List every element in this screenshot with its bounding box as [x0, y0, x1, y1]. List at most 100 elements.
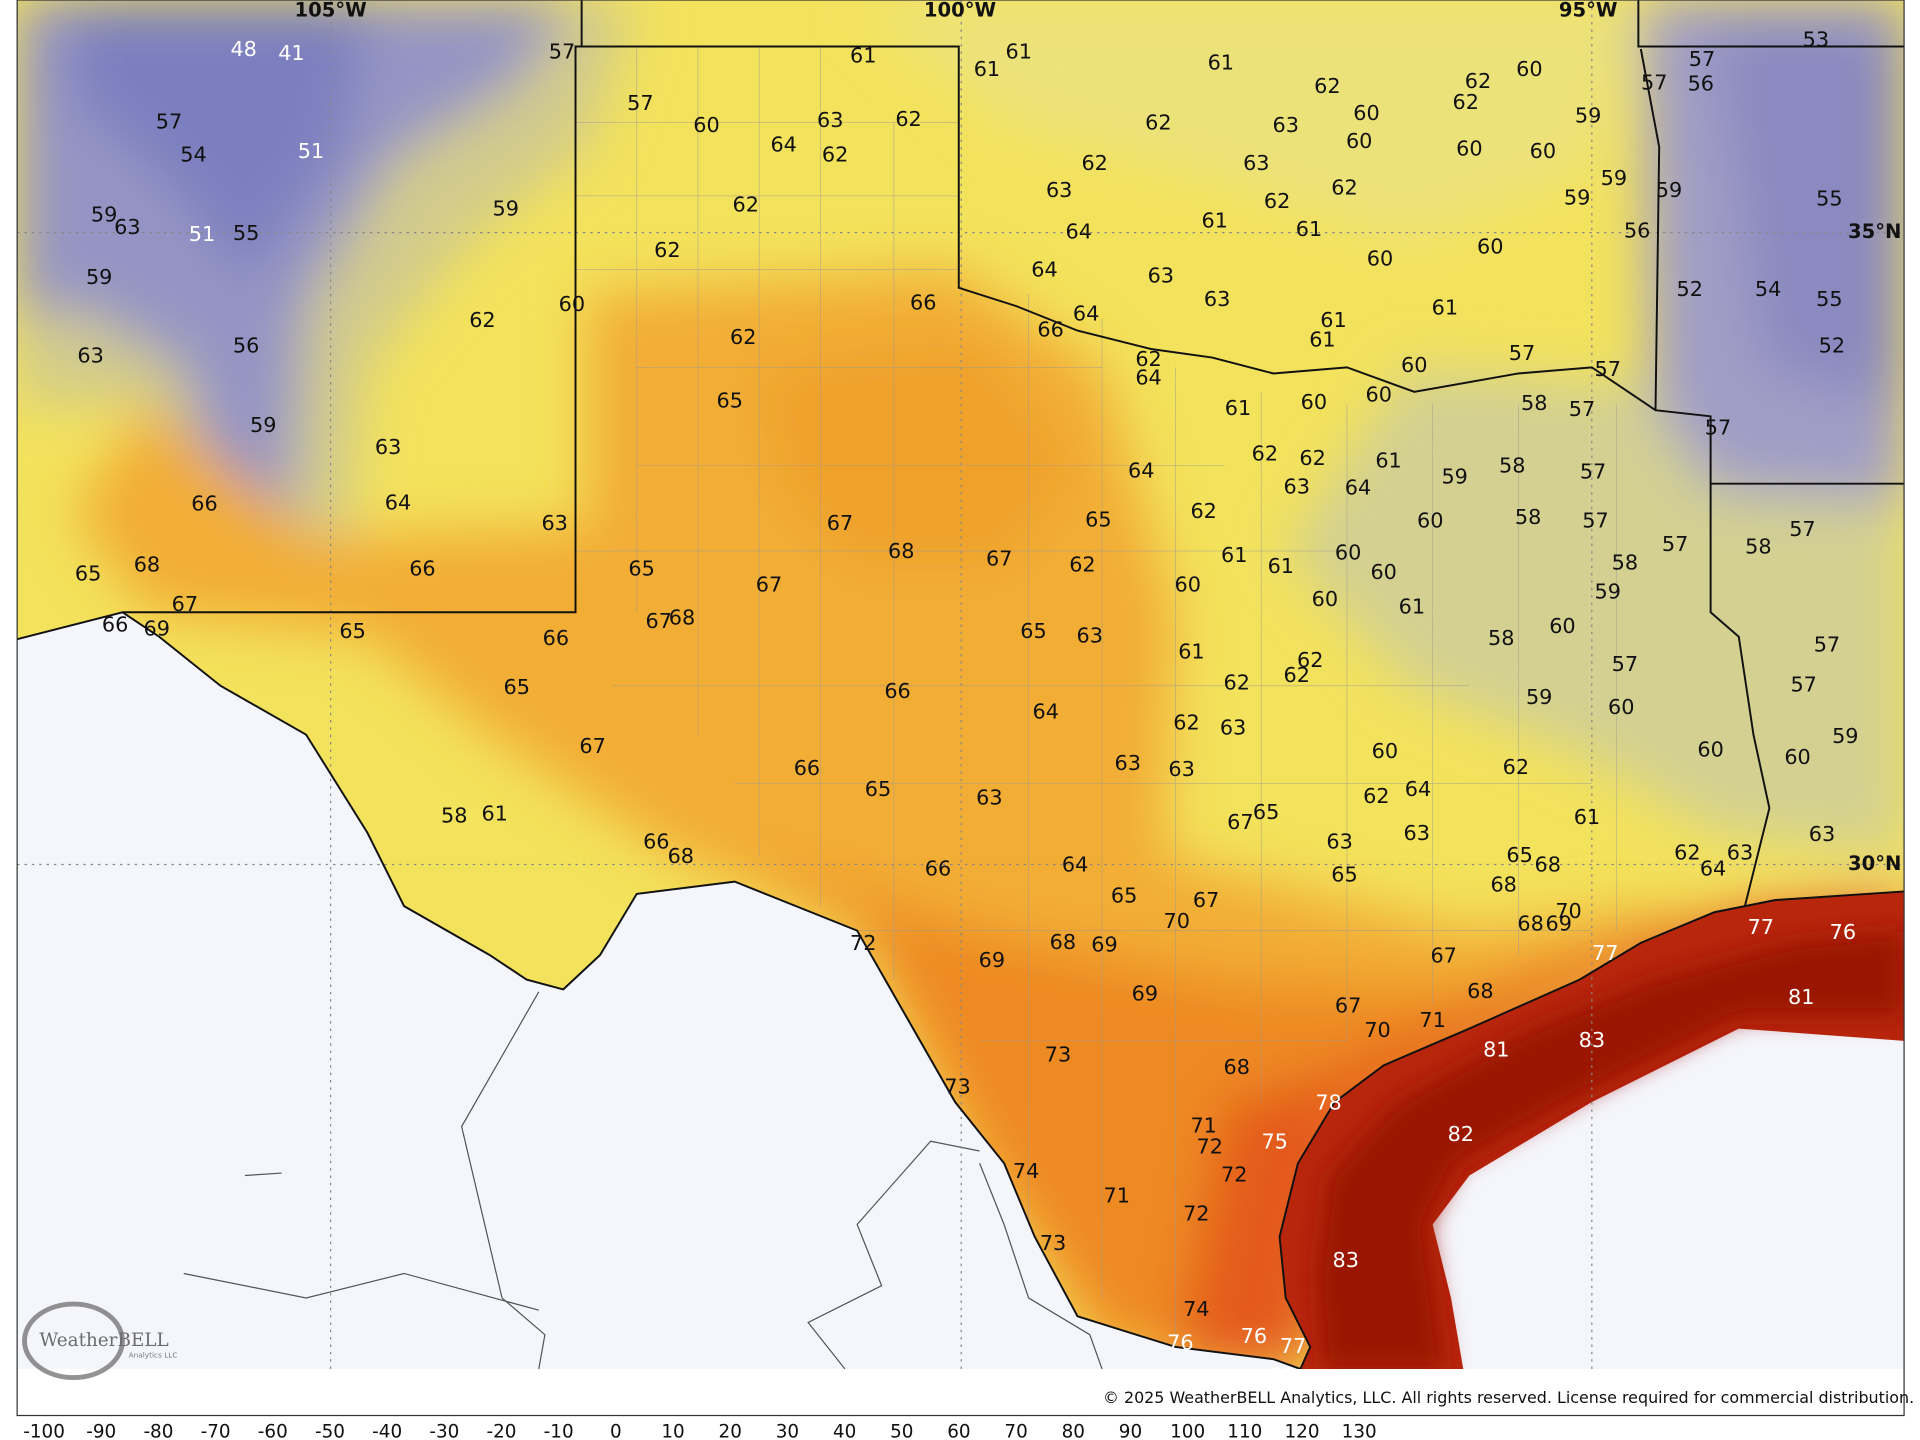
temperature-label: 61: [1574, 805, 1600, 829]
temperature-label: 61: [974, 57, 1000, 81]
temperature-label: 64: [1128, 458, 1154, 482]
temperature-label: 59: [1832, 724, 1858, 748]
temperature-label: 64: [1062, 853, 1088, 877]
temperature-label: 67: [1335, 994, 1361, 1018]
temperature-label: 59: [86, 265, 112, 289]
temperature-label: 65: [75, 561, 101, 585]
temperature-label: 63: [1243, 151, 1269, 175]
temperature-label: 68: [1050, 930, 1076, 954]
temperature-label: 76: [1241, 1324, 1267, 1348]
temperature-label: 60: [559, 292, 585, 316]
logo-text: WeatherBELL: [39, 1330, 168, 1351]
temperature-label: 58: [1499, 454, 1525, 478]
temperature-label: 62: [1069, 553, 1095, 577]
temperature-label: 61: [1268, 554, 1294, 578]
temperature-label: 77: [1280, 1334, 1306, 1358]
temperature-label: 65: [1331, 863, 1357, 887]
temperature-label: 58: [1488, 626, 1514, 650]
temperature-label: 68: [134, 553, 160, 577]
temperature-label: 67: [1193, 888, 1219, 912]
temperature-label: 66: [409, 556, 435, 580]
temperature-label: 54: [1755, 277, 1781, 301]
scale-tick-label: 130: [1342, 1422, 1377, 1440]
temperature-label: 62: [654, 238, 680, 262]
temperature-label: 63: [1077, 624, 1103, 648]
temperature-label: 64: [1135, 365, 1161, 389]
temperature-label: 63: [1204, 287, 1230, 311]
temperature-label: 72: [1183, 1202, 1209, 1226]
temperature-label: 61: [1309, 327, 1335, 351]
gulf-shading: [1279, 891, 1905, 1369]
temperature-label: 68: [1467, 979, 1493, 1003]
logo-subtitle: Analytics LLC: [129, 1351, 178, 1360]
latitude-label: 35°N: [1848, 220, 1901, 243]
temperature-label: 62: [1331, 176, 1357, 200]
temperature-label: 65: [1253, 800, 1279, 824]
scale-tick-label: 50: [890, 1422, 913, 1440]
temperature-label: 61: [1225, 396, 1251, 420]
temperature-label: 57: [1662, 532, 1688, 556]
mexico-state-lines: [183, 991, 1103, 1369]
temperature-label: 71: [1419, 1008, 1445, 1032]
temperature-label: 61: [1201, 209, 1227, 233]
temperature-label: 62: [730, 325, 756, 349]
temperature-label: 67: [827, 511, 853, 535]
temperature-label: 75: [1261, 1129, 1287, 1153]
temperature-label: 66: [910, 291, 936, 315]
temperature-label: 66: [543, 626, 569, 650]
temperature-label: 62: [1314, 74, 1340, 98]
temperature-label: 81: [1788, 985, 1814, 1009]
temperature-label: 65: [717, 389, 743, 413]
temperature-label: 59: [1601, 166, 1627, 190]
temperature-label: 74: [1183, 1297, 1209, 1321]
temperature-label: 60: [1456, 136, 1482, 160]
temperature-label: 61: [1221, 543, 1247, 567]
scale-tick-label: 10: [661, 1422, 684, 1440]
temperature-label: 69: [979, 948, 1005, 972]
temperature-label: 41: [278, 41, 304, 65]
temperature-label: 82: [1448, 1122, 1474, 1146]
temperature-label: 65: [1085, 507, 1111, 531]
temperature-label: 72: [1197, 1134, 1223, 1158]
temperature-label: 62: [1173, 711, 1199, 735]
temperature-label: 62: [1284, 663, 1310, 687]
temperature-label: 64: [1405, 777, 1431, 801]
temperature-label: 62: [469, 308, 495, 332]
temperature-label: 51: [298, 139, 324, 163]
scale-tick-label: 80: [1062, 1422, 1085, 1440]
temperature-label: 60: [1372, 739, 1398, 763]
temperature-label: 60: [1516, 57, 1542, 81]
temperature-label: 63: [1404, 821, 1430, 845]
temperature-label: 71: [1190, 1114, 1216, 1138]
temperature-label: 81: [1483, 1038, 1509, 1062]
temperature-label: 60: [1549, 614, 1575, 638]
temperature-label: 71: [1104, 1183, 1130, 1207]
temperature-label: 54: [180, 143, 206, 167]
temperature-label: 66: [643, 829, 669, 853]
temperature-label: 67: [579, 734, 605, 758]
temperature-label: 57: [1612, 652, 1638, 676]
temperature-label: 55: [1816, 187, 1842, 211]
scale-tick-label: -100: [23, 1422, 65, 1440]
temperature-label: 58: [1521, 391, 1547, 415]
scale-labels: -100 -90 -80 -70 -60 -50 -40 -30 -20 -10 0 10 20 30 40…: [23, 1422, 1376, 1440]
temperature-label: 63: [976, 785, 1002, 809]
scale-tick-label: -60: [258, 1422, 288, 1440]
temperature-label: 63: [1148, 264, 1174, 288]
temperature-label: 68: [888, 539, 914, 563]
scale-tick-label: -50: [315, 1422, 345, 1440]
temperature-label: 60: [1346, 129, 1372, 153]
scale-tick-label: -20: [487, 1422, 517, 1440]
temperature-label: 62: [1674, 840, 1700, 864]
temperature-label: 63: [541, 511, 567, 535]
temperature-label: 64: [1073, 302, 1099, 326]
temperature-label: 59: [1575, 103, 1601, 127]
temperature-label: 61: [1296, 217, 1322, 241]
temperature-label: 62: [732, 193, 758, 217]
scale-tick-label: 60: [947, 1422, 970, 1440]
temperature-label: 60: [1477, 234, 1503, 258]
temperature-label: 70: [1555, 899, 1581, 923]
temperature-label: 59: [1526, 685, 1552, 709]
temperature-label: 65: [1111, 883, 1137, 907]
